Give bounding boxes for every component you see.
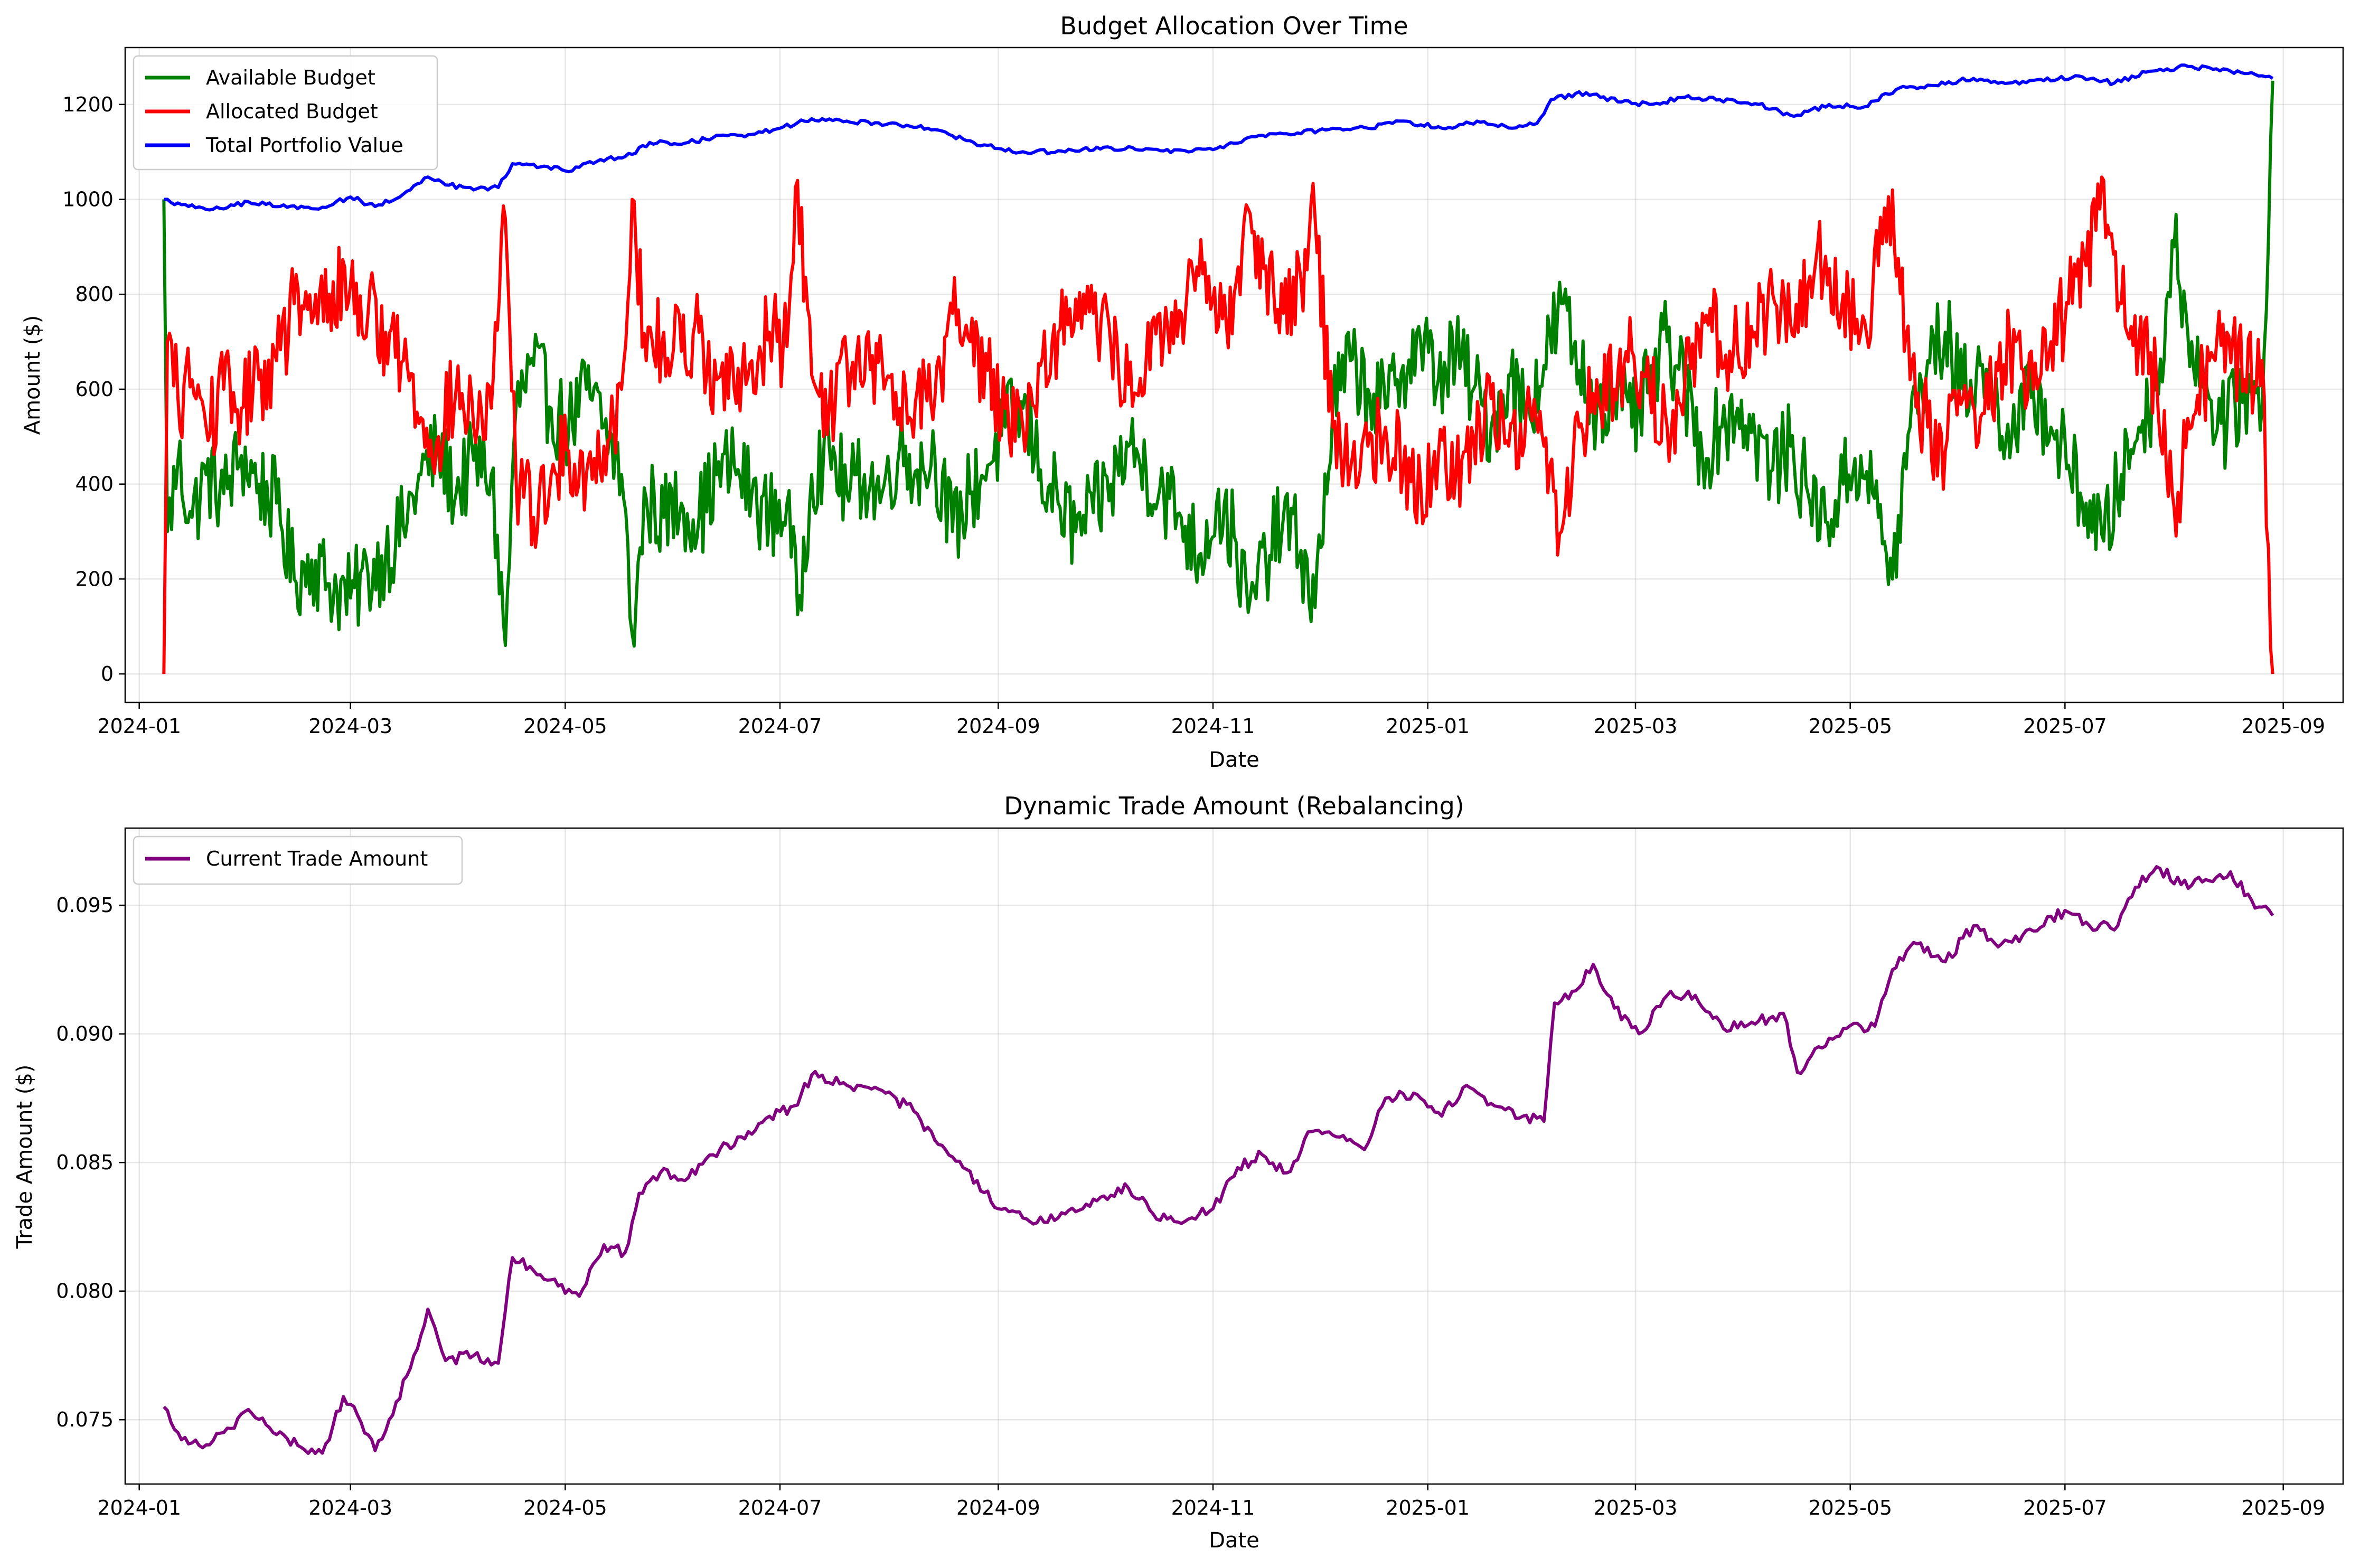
y-tick-label: 0.090 <box>56 1022 114 1046</box>
legend-label-available: Available Budget <box>206 66 375 89</box>
x-tick-label: 2024-07 <box>738 1496 822 1519</box>
x-tick-label: 2024-01 <box>97 715 181 738</box>
x-tick-label: 2025-03 <box>1594 1496 1678 1519</box>
series-group <box>162 63 2274 674</box>
y-tick-label: 0 <box>101 662 114 686</box>
y-tick-label: 800 <box>75 283 114 306</box>
x-tick-label: 2024-09 <box>956 1496 1040 1519</box>
x-tick-label: 2025-01 <box>1386 715 1470 738</box>
series-line-current-trade-amount <box>163 865 2274 1456</box>
x-tick-label: 2024-05 <box>523 715 607 738</box>
grid <box>125 48 2343 702</box>
y-axis-label: Amount ($) <box>21 315 45 435</box>
series-line-available-budget <box>162 80 2274 648</box>
y-tick-label: 200 <box>75 567 114 590</box>
x-tick-label: 2025-05 <box>1808 1496 1892 1519</box>
chart-title: Budget Allocation Over Time <box>1060 12 1408 40</box>
y-axis-label: Trade Amount ($) <box>13 1065 37 1250</box>
y-tick-label: 400 <box>75 473 114 496</box>
series-line-total-portfolio-value <box>164 63 2274 212</box>
y-tick-label: 600 <box>75 378 114 401</box>
y-tick-label: 0.095 <box>56 894 114 917</box>
x-tick-label: 2024-11 <box>1171 715 1255 738</box>
x-tick-label: 2024-03 <box>308 715 392 738</box>
x-tick-label: 2024-03 <box>308 1496 392 1519</box>
x-axis-label: Date <box>1209 1528 1259 1553</box>
axis-ticks: 2024-01 2024-03 2024-05 2024-07 2024-09 2024-… <box>62 93 2325 738</box>
legend-label-allocated: Allocated Budget <box>206 100 378 123</box>
chart-title: Dynamic Trade Amount (Rebalancing) <box>1004 792 1464 820</box>
y-tick-label: 0.080 <box>56 1280 114 1303</box>
chart-budget-allocation: Budget Allocation Over Time 2024-01 2024-… <box>21 12 2344 772</box>
x-tick-label: 2025-07 <box>2023 1496 2107 1519</box>
plot-frame <box>124 46 2344 703</box>
legend: Current Trade Amount <box>133 835 463 885</box>
x-axis-label: Date <box>1209 748 1259 772</box>
x-tick-label: 2024-07 <box>738 715 822 738</box>
series-group <box>163 865 2274 1456</box>
y-tick-label: 0.075 <box>56 1408 114 1431</box>
legend-box <box>133 55 438 171</box>
chart-dynamic-trade-amount: Dynamic Trade Amount (Rebalancing) 2024-… <box>13 792 2344 1553</box>
x-tick-label: 2025-01 <box>1386 1496 1470 1519</box>
y-tick-label: 0.085 <box>56 1151 114 1174</box>
grid <box>125 828 2343 1484</box>
y-tick-label: 1200 <box>62 93 114 116</box>
legend-box <box>133 835 463 885</box>
x-tick-label: 2024-05 <box>523 1496 607 1519</box>
plot-frame <box>124 827 2344 1485</box>
legend-label-total: Total Portfolio Value <box>205 134 403 157</box>
legend: Available Budget Allocated Budget Total … <box>133 55 438 171</box>
x-tick-label: 2024-09 <box>956 715 1040 738</box>
axis-ticks: 2024-01 2024-03 2024-05 2024-07 2024-09 2024-… <box>56 894 2325 1519</box>
x-tick-label: 2025-05 <box>1808 715 1892 738</box>
x-tick-label: 2025-09 <box>2241 715 2325 738</box>
series-line-allocated-budget <box>162 175 2274 674</box>
x-tick-label: 2025-03 <box>1594 715 1678 738</box>
y-tick-label: 1000 <box>62 188 114 211</box>
x-tick-label: 2025-07 <box>2023 715 2107 738</box>
legend-label-trade: Current Trade Amount <box>206 847 428 870</box>
x-tick-label: 2024-11 <box>1171 1496 1255 1519</box>
x-tick-label: 2025-09 <box>2241 1496 2325 1519</box>
x-tick-label: 2024-01 <box>97 1496 181 1519</box>
